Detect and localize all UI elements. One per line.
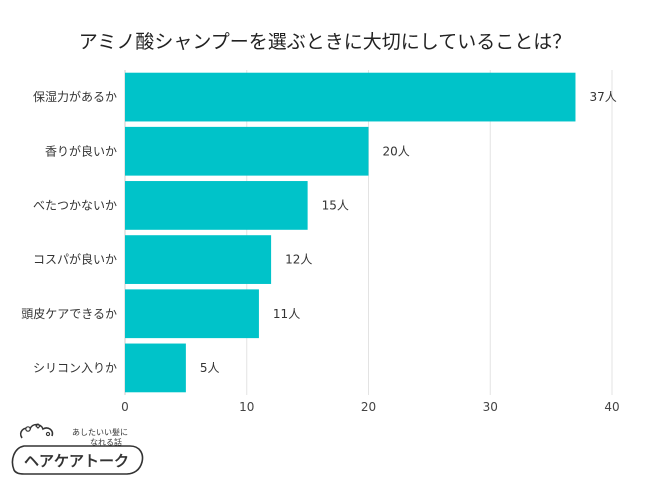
bar	[125, 235, 272, 284]
x-tick-label: 10	[239, 400, 254, 414]
hair-care-talk-logo: あしたいい髪に なれる話 ヘアケアトーク	[11, 423, 144, 475]
category-labels: 保湿力があるか香りが良いかべたつかないかコスパが良いか頭皮ケアできるかシリコン入…	[21, 89, 117, 375]
value-label: 37人	[589, 90, 616, 104]
bars	[125, 72, 576, 393]
category-label: シリコン入りか	[33, 361, 117, 375]
value-label: 11人	[273, 307, 300, 321]
x-tick-label: 30	[483, 400, 498, 414]
value-label: 20人	[383, 144, 410, 158]
bar	[125, 126, 369, 176]
bar	[125, 343, 186, 393]
bubble-small-icon	[45, 431, 51, 437]
cloud-outline	[19, 423, 54, 439]
x-tick-label: 40	[604, 400, 619, 414]
value-label: 12人	[285, 253, 312, 267]
x-tick-label: 20	[361, 400, 376, 414]
logo-subtitle-line1: あしたいい髪に	[72, 427, 128, 437]
value-label: 15人	[322, 198, 349, 212]
grid-lines	[124, 70, 613, 395]
x-tick-label: 0	[121, 400, 129, 414]
value-labels: 37人 20人 15人 12人 11人 5人	[200, 90, 617, 375]
category-label: 保湿力があるか	[33, 89, 117, 104]
logo-name: ヘアケアトーク	[24, 452, 129, 470]
x-axis-ticks: 0 10 20 30 40	[121, 400, 619, 414]
bar	[125, 181, 308, 230]
category-label: コスパが良いか	[33, 252, 117, 267]
chart-title: アミノ酸シャンプーを選ぶときに大切にしていることは？	[79, 31, 571, 53]
bubble-dot-icon	[25, 426, 31, 432]
category-label: べたつかないか	[33, 198, 117, 212]
sparkle-icon	[35, 423, 41, 429]
category-label: 香りが良いか	[45, 143, 117, 158]
value-label: 5人	[200, 361, 220, 375]
bar	[125, 72, 576, 122]
logo-subtitle-line2: なれる話	[90, 437, 122, 447]
category-label: 頭皮ケアできるか	[21, 307, 117, 321]
speech-bubble-outline	[11, 445, 144, 475]
bar	[125, 289, 259, 339]
